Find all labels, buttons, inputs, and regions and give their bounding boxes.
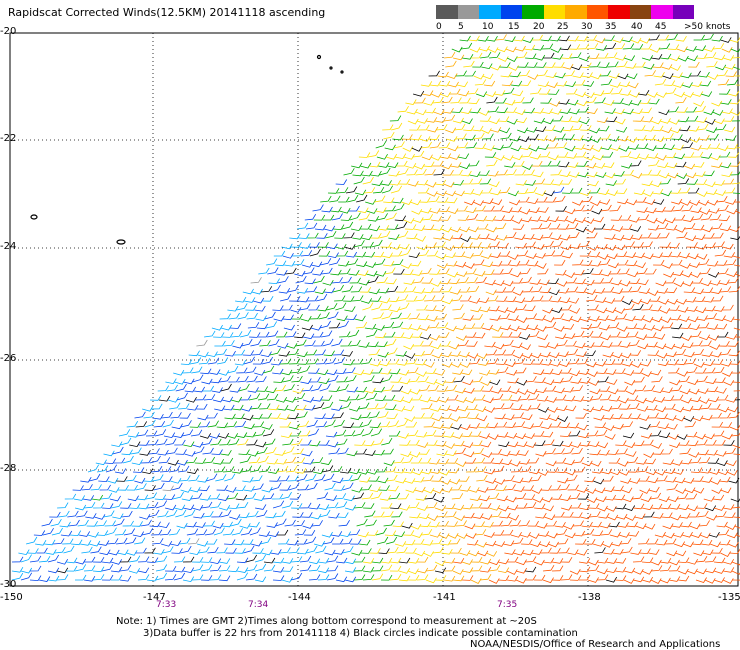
island [30, 214, 38, 220]
legend-label: 5 [458, 22, 464, 32]
lat-label: -30 [0, 579, 17, 590]
legend-label: 15 [508, 22, 520, 32]
legend-swatch [672, 5, 694, 19]
time-label: 7:33 [156, 600, 177, 610]
legend-swatch [651, 5, 673, 19]
lon-label: -135 [718, 592, 740, 603]
lat-label: -24 [0, 241, 17, 252]
note-line-1: Note: 1) Times are GMT 2)Times along bot… [116, 616, 537, 627]
legend-swatch [436, 5, 458, 19]
legend-label: >50 knots [684, 22, 731, 32]
legend-swatch [586, 5, 608, 19]
wind-barbs [11, 33, 740, 585]
legend-swatch [543, 5, 565, 19]
lon-label: -144 [288, 592, 311, 603]
lat-label: -20 [0, 26, 17, 37]
island [116, 239, 126, 245]
map-title: Rapidscat Corrected Winds(12.5KM) 201411… [8, 6, 326, 19]
legend-label: 25 [557, 22, 569, 32]
legend-swatch [608, 5, 630, 19]
lon-label: -138 [578, 592, 601, 603]
lon-label: -147 [143, 592, 166, 603]
legend-label: 45 [655, 22, 667, 32]
islands [30, 54, 344, 245]
legend-label: 40 [631, 22, 643, 32]
grid-lines [10, 33, 738, 586]
legend-label: 35 [605, 22, 617, 32]
legend-swatch [565, 5, 587, 19]
legend-swatch [479, 5, 501, 19]
lat-label: -22 [0, 133, 17, 144]
legend-swatch [629, 5, 651, 19]
note-line-2: 3)Data buffer is 22 hrs from 20141118 4)… [143, 628, 578, 639]
lat-label: -28 [0, 463, 17, 474]
lat-label: -26 [0, 353, 17, 364]
legend-swatch [457, 5, 479, 19]
legend-swatch [500, 5, 522, 19]
time-label: 7:35 [497, 600, 518, 610]
island [340, 70, 344, 74]
legend-label: 0 [436, 22, 442, 32]
lon-label: -150 [0, 592, 23, 603]
island [329, 66, 333, 70]
legend-label: 20 [533, 22, 545, 32]
island [316, 54, 322, 60]
lon-label: -141 [433, 592, 456, 603]
note-line-3: NOAA/NESDIS/Office of Research and Appli… [470, 639, 721, 650]
legend-label: 10 [482, 22, 494, 32]
time-label: 7:34 [248, 600, 269, 610]
legend-swatch [522, 5, 544, 19]
map-frame [9, 32, 739, 587]
legend-label: 30 [581, 22, 593, 32]
